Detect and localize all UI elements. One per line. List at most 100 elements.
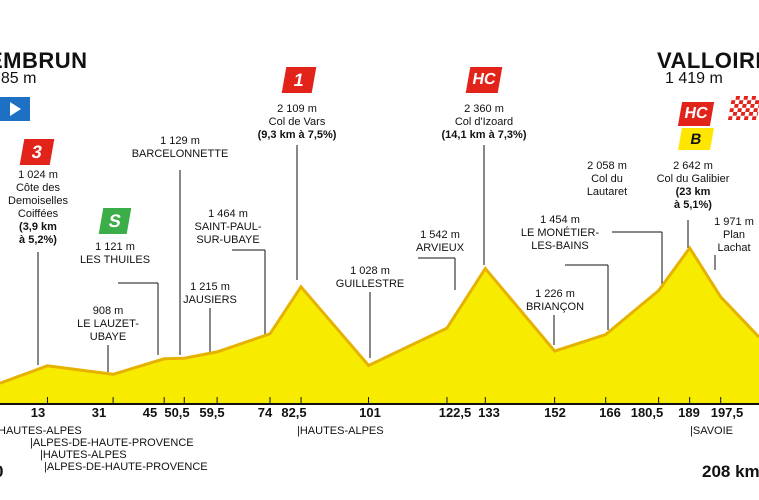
name-text: SUR-UBAYE <box>196 234 260 246</box>
region-label: |ALPES-DE-HAUTE-PROVENCE <box>44 461 208 473</box>
alt-text: 2 642 m <box>673 160 713 172</box>
name-text: Col du Galibier <box>656 173 730 185</box>
label-saint-paul: 1 464 m SAINT-PAUL- SUR-UBAYE <box>188 208 268 247</box>
name-text: GUILLESTRE <box>335 278 405 290</box>
km-ticks <box>46 397 722 403</box>
label-les-thuiles: 1 121 m LES THUILES <box>75 241 155 267</box>
cat3-badge-icon: 3 <box>19 139 55 165</box>
name-text: Plan <box>722 229 746 241</box>
km-mark: 189 <box>678 405 700 420</box>
label-col-du-lautaret: 2 058 m Col du Lautaret <box>572 160 642 199</box>
climb-stats: à 5,1%) <box>674 199 712 211</box>
label-le-monetier: 1 454 m LE MONÉTIER- LES-BAINS <box>516 214 604 253</box>
profile-area <box>0 247 759 403</box>
region-label: |ALPES-DE-HAUTE-PROVENCE <box>30 437 194 449</box>
km-mark: 13 <box>30 405 46 420</box>
name-text: Demoiselles <box>8 195 68 207</box>
bonus-badge-icon: B <box>678 128 714 150</box>
start-altitude: 785 m <box>0 70 37 87</box>
name-text: LES THUILES <box>79 254 151 266</box>
sprint-badge-icon: S <box>98 208 132 234</box>
km-mark: 101 <box>359 405 381 420</box>
alt-text: 1 024 m <box>18 169 58 181</box>
label-col-de-vars: 2 109 m Col de Vars (9,3 km à 7,5%) <box>242 103 352 142</box>
name-text: LE MONÉTIER- <box>520 227 600 239</box>
label-plan-lachat: 1 971 m Plan Lachat <box>710 216 758 255</box>
alt-text: 1 121 m <box>95 241 135 253</box>
label-col-du-galibier: 2 642 m Col du Galibier (23 km à 5,1%) <box>645 160 741 212</box>
km-mark: 82,5 <box>281 405 307 420</box>
name-text: Col du <box>591 173 623 185</box>
leader-lines <box>37 145 716 372</box>
alt-text: 2 109 m <box>277 103 317 115</box>
distance-axis-bar <box>0 403 759 405</box>
region-label: |HAUTES-ALPES <box>40 449 127 461</box>
climb-stats: (9,3 km à 7,5%) <box>257 129 337 141</box>
cat1-badge-icon: 1 <box>281 67 317 93</box>
name-text: Lachat <box>717 242 751 254</box>
region-label: |HAUTES-ALPES <box>297 425 384 437</box>
label-col-d-izoard: 2 360 m Col d'Izoard (14,1 km à 7,3%) <box>428 103 540 142</box>
climb-stats: (3,9 km <box>19 221 57 233</box>
start-arrow-icon <box>0 97 30 121</box>
alt-text: 2 058 m <box>587 160 627 172</box>
name-text: SAINT-PAUL- <box>194 221 262 233</box>
km-mark: 45 <box>142 405 158 420</box>
name-text: ARVIEUX <box>415 242 465 254</box>
km-mark: 133 <box>478 405 500 420</box>
alt-text: 1 129 m <box>160 135 200 147</box>
label-guillestre: 1 028 m GUILLESTRE <box>325 265 415 291</box>
climb-stats: à 5,2%) <box>19 234 57 246</box>
name-text: UBAYE <box>89 331 127 343</box>
km-mark: 74 <box>257 405 273 420</box>
km-mark: 50,5 <box>164 405 190 420</box>
alt-text: 1 971 m <box>714 216 754 228</box>
km-mark: 59,5 <box>199 405 225 420</box>
alt-text: 908 m <box>92 305 124 317</box>
name-text: JAUSIERS <box>183 294 237 306</box>
km-mark: 152 <box>544 405 566 420</box>
alt-text: 1 215 m <box>190 281 230 293</box>
label-briancon: 1 226 m BRIANÇON <box>515 288 595 314</box>
climb-stats: (14,1 km à 7,3%) <box>441 129 527 141</box>
region-label: HAUTES-ALPES <box>0 425 82 437</box>
hc-badge-izoard-icon: HC <box>465 67 503 93</box>
climb-stats: (23 km <box>675 186 711 198</box>
label-jausiers: 1 215 m JAUSIERS <box>172 281 248 307</box>
hc-badge-galibier-icon: HC <box>677 102 715 126</box>
finish-flag-icon <box>727 96 759 120</box>
profile-fill-group <box>0 245 759 403</box>
profile-edge <box>0 245 759 385</box>
alt-text: 1 464 m <box>208 208 248 220</box>
label-cote-demoiselles: 1 024 m Côte des Demoiselles Coiffées (3… <box>6 169 70 247</box>
name-text: BRIANÇON <box>525 301 585 313</box>
name-text: BARCELONNETTE <box>131 148 229 160</box>
km-mark: 166 <box>599 405 621 420</box>
label-le-lauzet: 908 m LE LAUZET- UBAYE <box>68 305 148 344</box>
name-text: Lautaret <box>586 186 628 198</box>
name-text: LE LAUZET- <box>77 318 139 330</box>
name-text: Coiffées <box>17 208 59 220</box>
alt-text: 1 028 m <box>350 265 390 277</box>
alt-text: 1 454 m <box>540 214 580 226</box>
km-mark: 31 <box>91 405 107 420</box>
alt-text: 1 226 m <box>535 288 575 300</box>
name-text: LES-BAINS <box>531 240 589 252</box>
start-km: 0 <box>0 463 3 481</box>
name-text: Col d'Izoard <box>454 116 514 128</box>
total-distance: 208 km <box>702 462 759 481</box>
label-barcelonnette: 1 129 m BARCELONNETTE <box>125 135 235 161</box>
km-mark: 197,5 <box>710 405 744 420</box>
km-mark: 122,5 <box>438 405 472 420</box>
finish-city: VALLOIRE <box>657 48 759 73</box>
name-text: Côte des <box>15 182 61 194</box>
label-arvieux: 1 542 m ARVIEUX <box>404 229 476 255</box>
name-text: Col de Vars <box>268 116 326 128</box>
start-city: EMBRUN <box>0 48 88 73</box>
finish-altitude: 1 419 m <box>665 70 723 87</box>
alt-text: 2 360 m <box>464 103 504 115</box>
region-label: |SAVOIE <box>690 425 734 437</box>
alt-text: 1 542 m <box>420 229 460 241</box>
